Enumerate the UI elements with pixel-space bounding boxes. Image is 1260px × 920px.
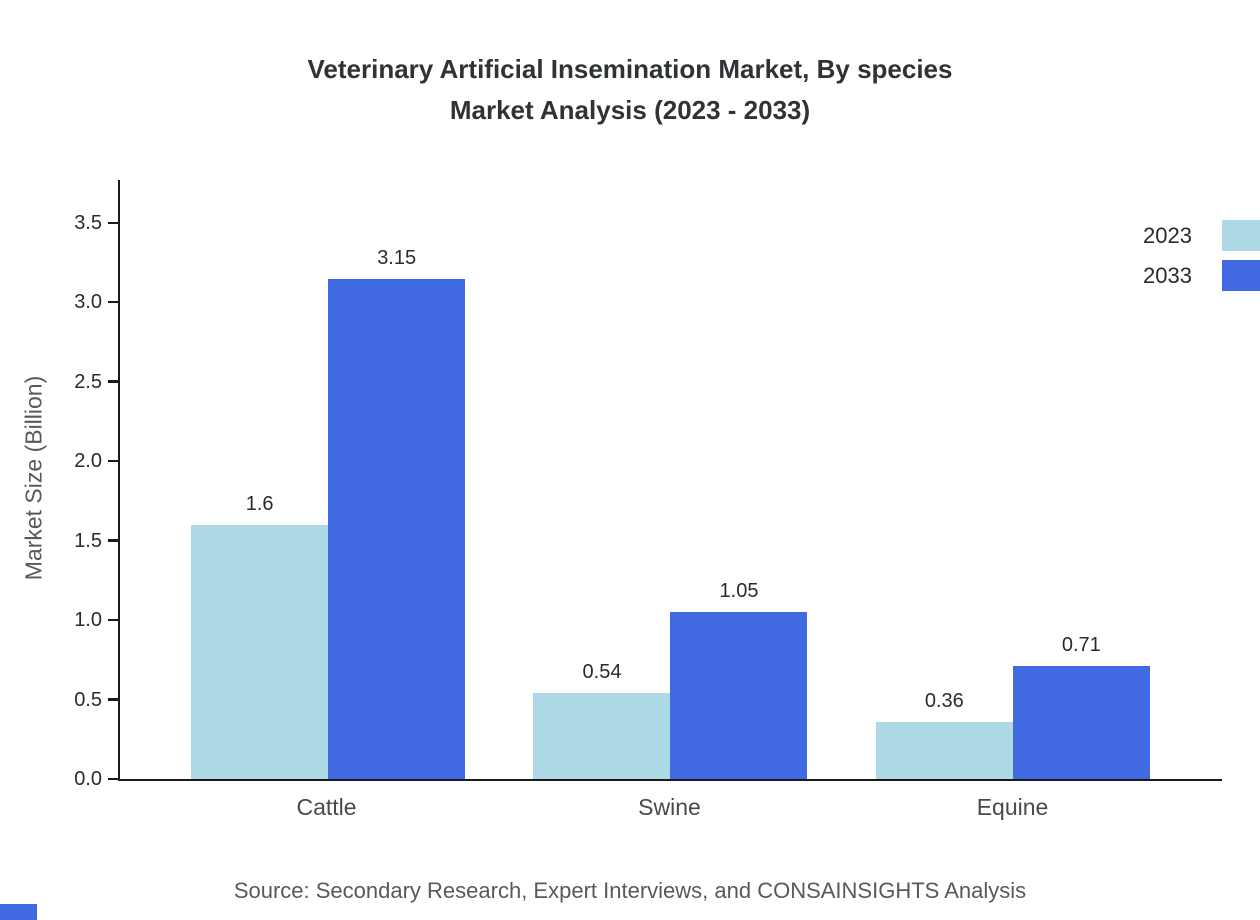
y-tick-label: 3.0 (74, 291, 102, 314)
y-tick-mark (108, 539, 118, 542)
bar-2023-equine: 0.36 (875, 690, 1013, 779)
y-tick-mark (108, 698, 118, 701)
bar-group: 0.36 0.71 (842, 223, 1184, 779)
bar-2033-equine: 0.71 (1012, 634, 1150, 779)
chart-title-line1: Veterinary Artificial Insemination Marke… (307, 54, 953, 84)
y-tick-mark (108, 380, 118, 383)
plot-area: 0.0 0.5 1.0 1.5 2.0 2.5 3.0 3.5 1.6 3.15 0.54 1.05… (74, 180, 1222, 790)
y-tick-label: 2.5 (74, 370, 102, 393)
source-text: Source: Secondary Research, Expert Inter… (233, 878, 1027, 903)
bar-2033-swine: 1.05 (670, 580, 808, 779)
y-tick-mark (108, 618, 118, 622)
bar-value-label: 3.15 (377, 246, 417, 269)
y-tick-mark (108, 300, 118, 304)
y-tick-mark (108, 221, 118, 224)
chart-title: Veterinary Artificial Insemination Marke… (0, 49, 1260, 131)
legend-item-2033: 2033 (1143, 260, 1260, 291)
y-tick-label: 1.0 (74, 609, 102, 632)
bar-group: 1.6 3.15 (157, 223, 499, 779)
bar-value-label: 1.6 (245, 492, 274, 515)
y-tick-label: 3.5 (74, 212, 102, 234)
y-tick-label: 0.5 (74, 688, 102, 711)
y-tick-mark (108, 777, 118, 780)
legend-label: 2023 (1143, 222, 1192, 248)
bar-value-label: 0.54 (582, 661, 622, 684)
chart-title-line2: Market Analysis (2023 - 2033) (449, 95, 811, 125)
x-axis-labels: Cattle Swine Equine (155, 794, 1184, 821)
y-tick-label: 0.0 (74, 768, 102, 790)
y-tick-label: 2.0 (74, 450, 102, 473)
x-axis-label-swine: Swine (638, 794, 701, 820)
bars-area: 1.6 3.15 0.54 1.05 0.36 0.71 (157, 223, 1184, 779)
legend-item-2023: 2023 (1143, 220, 1260, 251)
x-axis-label-cattle: Cattle (296, 794, 357, 820)
bar-value-label: 0.71 (1061, 634, 1101, 657)
legend: 2023 2033 (1143, 220, 1260, 291)
legend-swatch (1222, 220, 1260, 251)
x-axis-label-equine: Equine (976, 794, 1049, 820)
bar-value-label: 1.05 (719, 580, 759, 603)
y-tick-mark (108, 459, 118, 463)
y-axis-ticks: 0.0 0.5 1.0 1.5 2.0 2.5 3.0 3.5 (74, 180, 1222, 790)
bar-2023-swine: 0.54 (533, 661, 671, 779)
y-tick-label: 1.5 (74, 529, 102, 552)
bar-value-label: 0.36 (924, 689, 964, 712)
legend-swatch (1222, 260, 1260, 291)
bar-2023-cattle: 1.6 (191, 493, 329, 779)
legend-label: 2033 (1143, 262, 1192, 288)
corner-brand-mark (0, 904, 37, 920)
y-axis-title: Market Size (Billion) (20, 375, 47, 581)
bar-2033-cattle: 3.15 (328, 247, 466, 779)
bar-group: 0.54 1.05 (499, 223, 841, 779)
